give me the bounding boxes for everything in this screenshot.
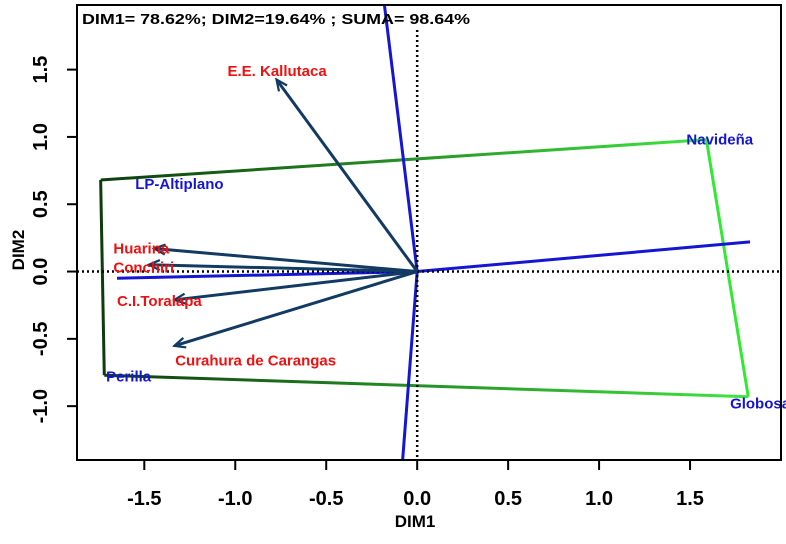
environment-vector (150, 265, 418, 274)
environment-vector (175, 270, 418, 346)
y-tick-label: 0.0 (30, 258, 52, 286)
x-tick-label: 0.0 (403, 488, 431, 510)
hull-edge (704, 139, 750, 397)
sector-ray (417, 240, 751, 274)
environment-label: E.E. Kallutaca (227, 63, 327, 80)
genotype-label: Globosa (730, 395, 786, 412)
environment-label: C.I.Toralapa (117, 293, 202, 310)
y-tick-label: -1.0 (30, 389, 52, 423)
x-tick-label: -0.5 (309, 488, 343, 510)
genotype-label: Navideña (686, 132, 753, 149)
y-axis-label: DIM2 (9, 230, 28, 271)
y-tick-label: 1.5 (30, 56, 52, 84)
genotype-label: LP-Altiplano (135, 176, 223, 193)
sector-ray (382, 4, 419, 272)
environment-vector (175, 270, 418, 300)
y-tick-label: 1.0 (30, 123, 52, 151)
x-tick-label: 1.5 (676, 488, 704, 510)
environment-label: Conchiri (113, 260, 174, 277)
x-axis-label: DIM1 (395, 512, 436, 531)
axis-ticks: -1.5 -1.0 -0.5 0.0 0.5 1.0 1.5 1.5 1.0 0.5 0.0 -0.5… (30, 56, 704, 510)
y-tick-label: -0.5 (30, 322, 52, 356)
sector-rays (116, 4, 751, 461)
reference-lines (77, 30, 781, 460)
environment-vector (155, 249, 418, 274)
x-tick-label: -1.0 (218, 488, 252, 510)
chart-header: DIM1= 78.62%; DIM2=19.64% ; SUMA= 98.64% (82, 11, 470, 28)
plot-frame (76, 4, 782, 461)
environment-label: Huarina (113, 241, 170, 258)
y-tick-label: 0.5 (30, 190, 52, 218)
environment-label: Curahura de Carangas (175, 352, 336, 369)
environment-vectors (150, 80, 419, 346)
point-labels: E.E. Kallutaca Huarina Conchiri C.I.Toralap… (106, 63, 786, 413)
hull-edge (104, 373, 749, 399)
hull-edge (99, 179, 106, 376)
sector-ray (401, 271, 419, 461)
genotype-label: Perilla (106, 369, 152, 386)
x-tick-label: -1.5 (127, 488, 161, 510)
x-tick-label: 1.0 (585, 488, 613, 510)
x-tick-label: 0.5 (494, 488, 522, 510)
environment-vector (277, 80, 419, 273)
